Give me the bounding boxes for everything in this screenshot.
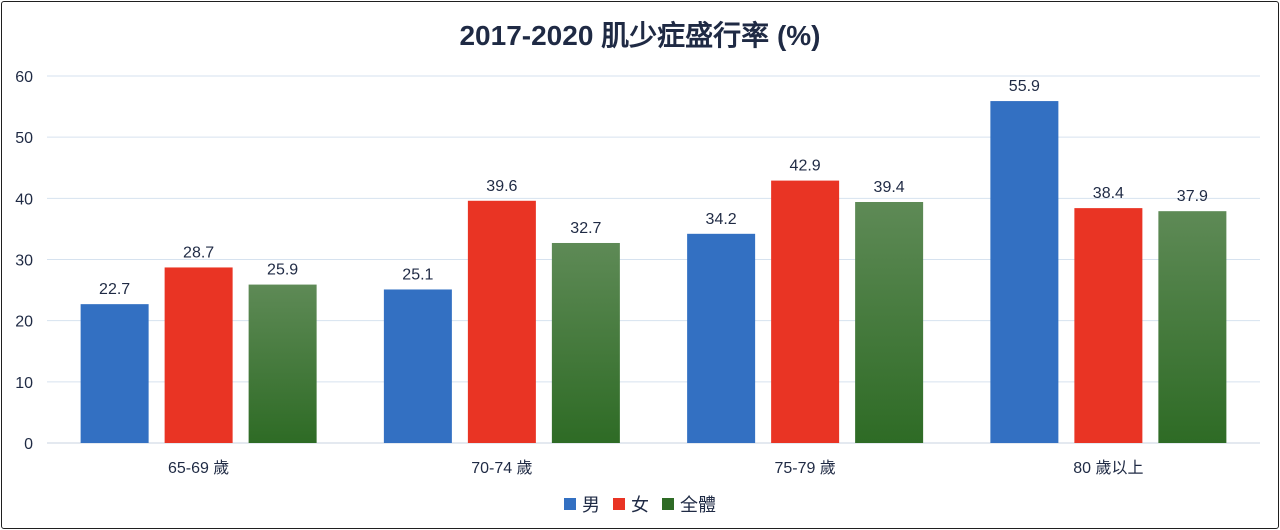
bar-total[interactable] (855, 202, 924, 443)
bar-male[interactable] (80, 304, 149, 443)
data-labels: 22.7 28.7 25.9 25.1 39.6 32.7 34.2 42.9 39.4 55.9… (99, 78, 1208, 298)
legend: 男 女 全體 (0, 491, 1280, 517)
data-label: 38.4 (1093, 185, 1124, 202)
legend-swatch-total (662, 498, 675, 510)
legend-label-male: 男 (581, 495, 600, 515)
data-label: 25.9 (267, 262, 298, 279)
data-label: 34.2 (706, 211, 737, 228)
bar-total[interactable] (1158, 211, 1227, 443)
data-label: 37.9 (1177, 188, 1208, 205)
data-label: 32.7 (570, 220, 601, 237)
x-tick-label: 65-69 歲 (168, 459, 229, 477)
legend-item-total[interactable]: 全體 (662, 491, 716, 517)
bar-male[interactable] (990, 101, 1059, 443)
chart-title: 2017-2020 肌少症盛行率 (%) (459, 20, 821, 51)
data-label: 42.9 (790, 158, 821, 175)
x-axis-ticks: 65-69 歲 70-74 歲 75-79 歲 80 歲以上 (168, 459, 1144, 477)
data-label: 25.1 (402, 266, 433, 283)
legend-label-female: 女 (631, 495, 649, 515)
bar-female[interactable] (467, 200, 536, 443)
bar-female[interactable] (1074, 208, 1143, 443)
legend-label-total: 全體 (680, 495, 717, 515)
bar-female[interactable] (771, 180, 840, 443)
x-tick-label: 70-74 歲 (471, 459, 532, 477)
y-tick-label: 60 (15, 69, 33, 86)
y-tick-label: 0 (24, 436, 33, 453)
y-tick-label: 50 (15, 130, 33, 147)
bar-total[interactable] (551, 242, 620, 443)
legend-item-male[interactable]: 男 (563, 491, 600, 517)
bar-female[interactable] (164, 267, 233, 443)
data-label: 28.7 (183, 244, 214, 261)
legend-swatch-male (563, 498, 576, 510)
y-axis-ticks: 0 10 20 30 40 50 60 (15, 69, 33, 453)
legend-item-female[interactable]: 女 (613, 491, 649, 517)
data-label: 39.4 (874, 179, 905, 196)
data-label: 55.9 (1009, 78, 1040, 95)
data-label: 22.7 (99, 281, 130, 298)
y-tick-label: 20 (15, 314, 33, 331)
y-tick-label: 10 (15, 375, 33, 392)
bar-male[interactable] (383, 289, 452, 443)
data-label: 39.6 (486, 178, 517, 195)
bars (80, 101, 1227, 443)
y-tick-label: 30 (15, 253, 33, 270)
bar-male[interactable] (687, 233, 756, 443)
y-tick-label: 40 (15, 191, 33, 208)
bar-total[interactable] (248, 284, 317, 443)
x-tick-label: 80 歲以上 (1073, 459, 1143, 477)
legend-swatch-female (613, 498, 625, 510)
x-tick-label: 75-79 歲 (774, 459, 835, 477)
